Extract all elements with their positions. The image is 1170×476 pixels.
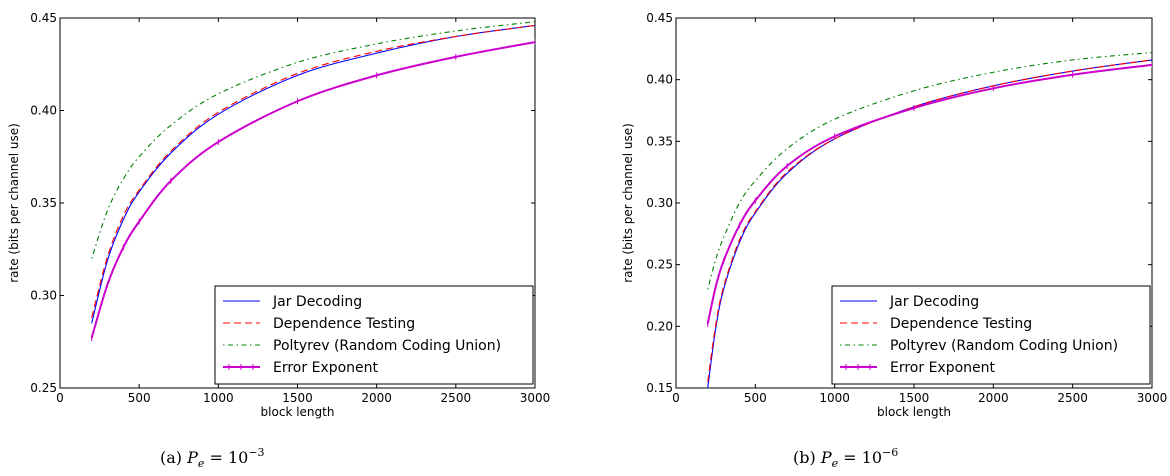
y-tick-label: 0.20 bbox=[646, 319, 673, 333]
legend: Jar Decoding Dependence Testing Poltyrev (… bbox=[214, 285, 534, 385]
legend-entry: Jar Decoding bbox=[272, 294, 362, 310]
x-tick-label: 1000 bbox=[819, 391, 850, 405]
legend-entry: Poltyrev (Random Coding Union) bbox=[273, 338, 501, 354]
series-jar-decoding-line bbox=[91, 24, 535, 324]
x-tick-label: 2000 bbox=[978, 391, 1009, 405]
y-tick-label: 0.45 bbox=[30, 11, 57, 25]
chart-a: 0 500 1000 1500 2000 2500 3000 0.25 0.30 0.35 0.40… bbox=[7, 11, 550, 470]
x-axis-label: block length bbox=[877, 405, 951, 419]
x-tick-label: 3000 bbox=[1137, 391, 1168, 405]
y-axis-label: rate (bits per channel use) bbox=[621, 123, 635, 283]
x-tick-label: 500 bbox=[128, 391, 151, 405]
y-tick-label: 0.15 bbox=[646, 381, 673, 395]
x-tick-label: 1500 bbox=[899, 391, 930, 405]
series-error-exponent-line bbox=[706, 63, 1152, 325]
y-tick-label: 0.35 bbox=[646, 134, 673, 148]
legend-entry: Poltyrev (Random Coding Union) bbox=[890, 338, 1118, 354]
y-tick-label: 0.35 bbox=[30, 196, 57, 210]
series-dependence-testing-line bbox=[707, 59, 1152, 382]
series-dependence-testing-line bbox=[91, 24, 535, 318]
x-tick-label: 2000 bbox=[361, 391, 392, 405]
y-tick-label: 0.45 bbox=[646, 11, 673, 25]
y-tick-label: 0.25 bbox=[646, 258, 673, 272]
x-tick-label: 2500 bbox=[1057, 391, 1088, 405]
y-tick-label: 0.30 bbox=[646, 196, 673, 210]
y-tick-label: 0.40 bbox=[646, 73, 673, 87]
legend-entry: Dependence Testing bbox=[273, 316, 415, 332]
x-tick-label: 3000 bbox=[520, 391, 551, 405]
legend: Jar Decoding Dependence Testing Poltyrev (… bbox=[831, 285, 1151, 385]
y-tick-label: 0.30 bbox=[30, 289, 57, 303]
caption: (a) Pe = 10−3 bbox=[160, 446, 265, 470]
legend-box bbox=[831, 285, 1151, 385]
legend-entry: Dependence Testing bbox=[890, 316, 1032, 332]
caption: (b) Pe = 10−6 bbox=[793, 446, 898, 470]
y-axis-label: rate (bits per channel use) bbox=[7, 123, 21, 283]
x-tick-label: 500 bbox=[744, 391, 767, 405]
series-error-exponent-line bbox=[90, 41, 535, 339]
legend-entry: Error Exponent bbox=[890, 360, 996, 376]
x-tick-label: 0 bbox=[56, 391, 64, 405]
x-tick-label: 0 bbox=[672, 391, 680, 405]
y-tick-label: 0.25 bbox=[30, 381, 57, 395]
x-tick-label: 1500 bbox=[282, 391, 313, 405]
x-tick-label: 2500 bbox=[441, 391, 472, 405]
y-tick-label: 0.40 bbox=[30, 104, 57, 118]
series-group bbox=[90, 21, 535, 342]
legend-entry: Jar Decoding bbox=[889, 294, 979, 310]
series-group bbox=[706, 51, 1152, 388]
x-tick-label: 1000 bbox=[203, 391, 234, 405]
series-poltyrev-random-coding-union-line bbox=[707, 51, 1152, 290]
series-poltyrev-random-coding-union-line bbox=[91, 21, 535, 259]
chart-b: 0 500 1000 1500 2000 2500 3000 0.15 0.20 0.25 0.30… bbox=[621, 11, 1167, 470]
x-axis-label: block length bbox=[261, 405, 335, 419]
legend-entry: Error Exponent bbox=[273, 360, 379, 376]
legend-box bbox=[214, 285, 534, 385]
